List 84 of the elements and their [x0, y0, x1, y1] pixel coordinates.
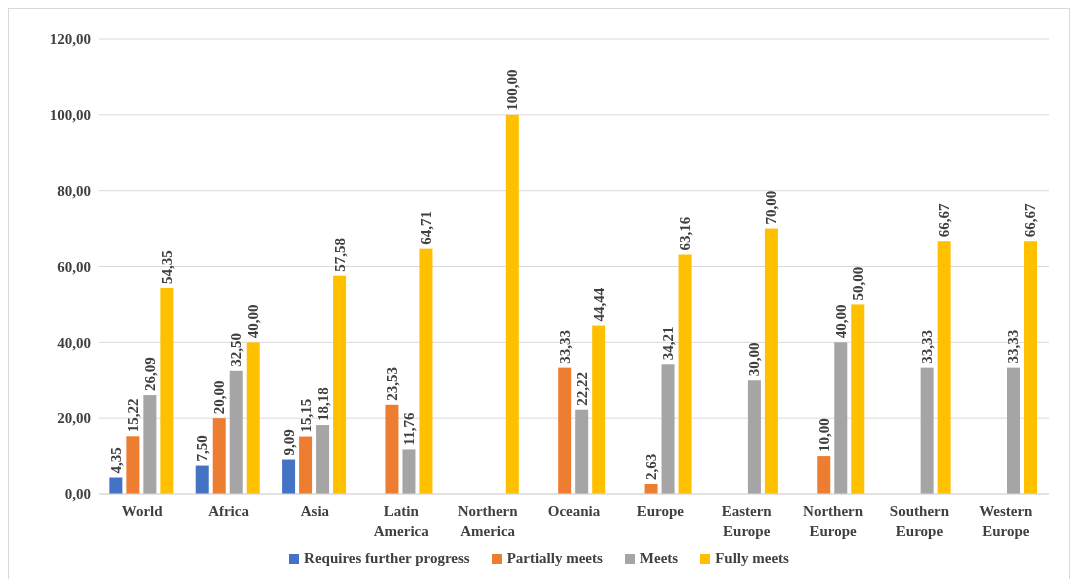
data-label: 100,00 — [504, 69, 521, 111]
x-tick-label: Latin America — [373, 503, 430, 539]
bar — [109, 477, 123, 494]
data-label: 9,09 — [280, 429, 297, 456]
data-label: 11,76 — [400, 411, 417, 446]
bar — [575, 409, 589, 494]
data-label: 70,00 — [763, 190, 780, 225]
bar — [160, 287, 174, 494]
bar — [333, 275, 347, 494]
x-tick-label: Oceania — [547, 503, 601, 519]
bar — [920, 367, 934, 494]
data-label: 22,22 — [573, 372, 590, 406]
y-tick-label: 100,00 — [49, 107, 91, 124]
bar — [229, 370, 243, 494]
bar — [402, 449, 416, 494]
data-label: 4,35 — [107, 447, 124, 474]
y-tick-label: 60,00 — [57, 258, 91, 275]
data-label: 2,63 — [643, 453, 660, 481]
bar — [419, 248, 433, 494]
data-label: 18,18 — [314, 387, 331, 422]
data-label: 66,67 — [1022, 202, 1039, 238]
data-label: 40,00 — [832, 304, 849, 339]
data-label: 33,33 — [919, 329, 936, 364]
data-label: 57,58 — [331, 237, 348, 272]
x-tick-label: Western Europe — [979, 503, 1034, 539]
data-label: 23,53 — [383, 367, 400, 401]
data-label: 44,44 — [590, 287, 607, 322]
data-label: 30,00 — [746, 342, 763, 377]
bar — [282, 459, 296, 494]
legend-label: Partially meets — [505, 550, 603, 567]
data-label: 26,09 — [141, 357, 158, 392]
bar — [299, 436, 313, 494]
bar — [644, 484, 658, 494]
legend-label: Requires further progress — [303, 550, 470, 567]
x-tick-label: Southern Europe — [889, 503, 950, 539]
bar — [316, 425, 330, 494]
y-tick-label: 120,00 — [49, 31, 91, 48]
y-tick-label: 0,00 — [64, 486, 91, 503]
bar — [1007, 367, 1020, 494]
data-label: 32,50 — [228, 333, 245, 367]
data-label: 66,67 — [936, 202, 953, 238]
x-tick-label: Northern Europe — [803, 503, 864, 539]
data-label: 33,33 — [1005, 329, 1022, 364]
bar — [246, 342, 260, 494]
data-label: 20,00 — [211, 380, 228, 415]
bar — [937, 241, 951, 494]
x-tick-label: Eastern Europe — [721, 503, 773, 539]
y-tick-label: 40,00 — [57, 334, 91, 351]
bar — [592, 325, 606, 494]
bar — [817, 456, 831, 494]
x-tick-label: Africa — [208, 503, 250, 519]
bar — [505, 114, 519, 494]
data-label: 10,00 — [815, 418, 832, 453]
bar — [764, 228, 778, 494]
x-tick-label: Asia — [300, 503, 330, 519]
bar — [195, 465, 209, 494]
bar — [851, 304, 865, 494]
bar — [747, 380, 761, 494]
data-label: 64,71 — [417, 210, 434, 245]
data-label: 54,35 — [158, 250, 175, 284]
data-label: 15,15 — [297, 398, 314, 433]
data-label: 15,22 — [124, 398, 141, 433]
y-tick-label: 20,00 — [57, 410, 91, 427]
x-tick-label: World — [121, 503, 164, 519]
bar — [678, 254, 692, 494]
bar — [143, 395, 157, 494]
x-tick-label: Northern America — [457, 503, 519, 539]
bar — [385, 404, 399, 494]
data-label: 34,21 — [660, 326, 677, 361]
data-label: 63,16 — [677, 216, 694, 251]
bar — [558, 367, 572, 494]
data-label: 50,00 — [849, 266, 866, 301]
data-label: 40,00 — [245, 304, 262, 339]
legend-label: Fully meets — [714, 550, 789, 567]
data-label: 7,50 — [194, 435, 211, 462]
bar — [661, 364, 675, 494]
bar — [1024, 241, 1037, 494]
bar — [834, 342, 848, 494]
bar — [126, 436, 140, 494]
y-tick-label: 80,00 — [57, 182, 91, 199]
x-tick-label: Europe — [636, 503, 685, 519]
bar — [212, 418, 226, 494]
legend-label: Meets — [638, 550, 679, 567]
data-label: 33,33 — [556, 329, 573, 364]
